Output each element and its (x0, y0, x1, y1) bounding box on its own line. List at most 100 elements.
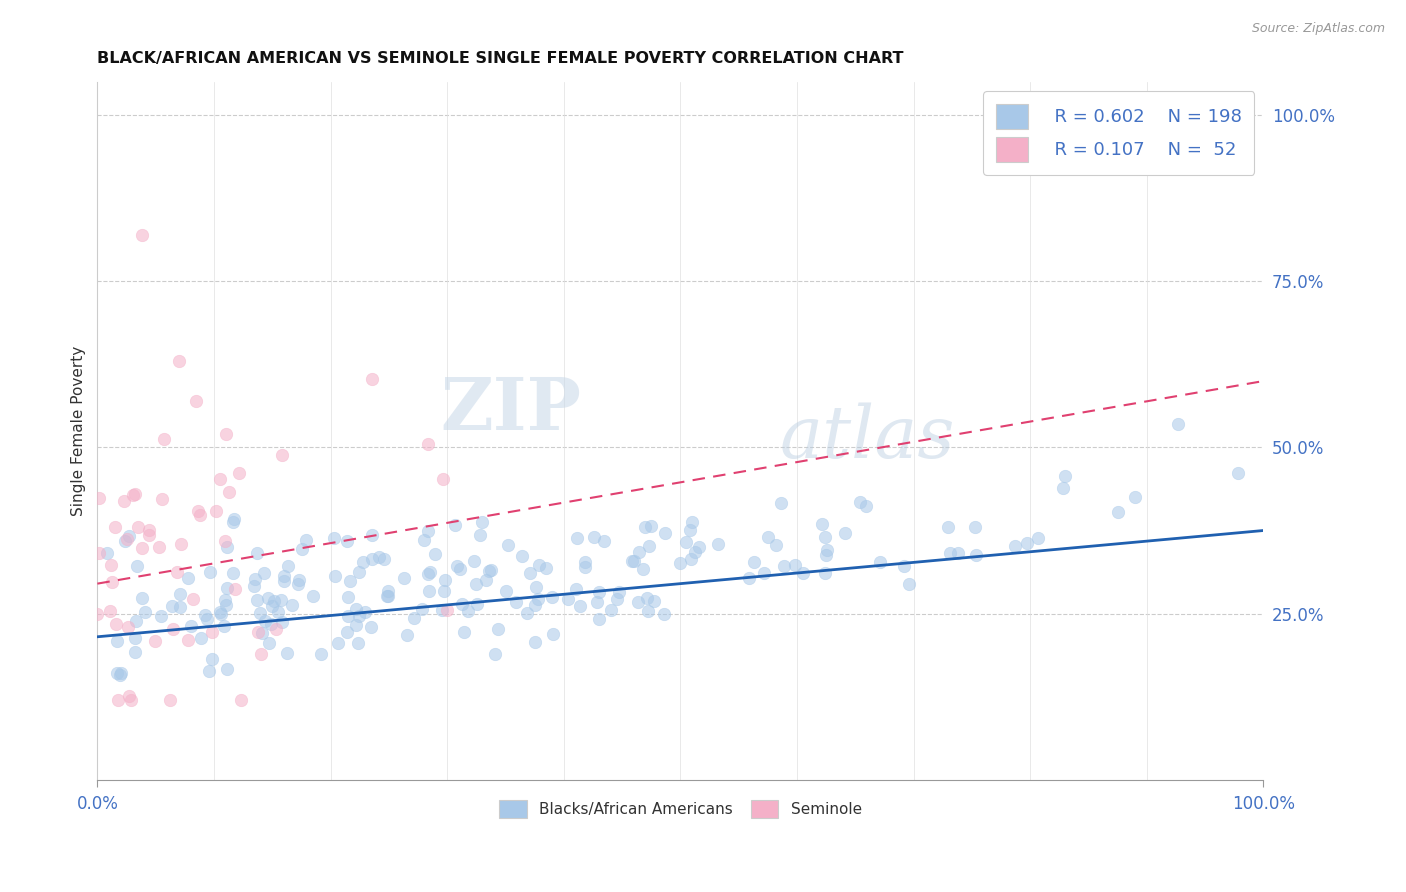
Point (243, 572, 266, 586)
Point (229, 693, 252, 707)
Point (373, 551, 395, 566)
Point (484, 648, 506, 662)
Point (270, 615, 292, 630)
Point (582, 530, 605, 544)
Point (756, 530, 779, 544)
Point (432, 584, 454, 599)
Point (742, 555, 765, 569)
Point (354, 605, 377, 619)
Point (634, 520, 657, 534)
Point (416, 524, 439, 538)
Point (939, 546, 962, 560)
Point (108, 668, 131, 682)
Point (336, 624, 359, 639)
Point (221, 566, 243, 580)
Point (118, 689, 141, 703)
Point (105, 633, 128, 648)
Point (588, 584, 610, 599)
Point (277, 558, 299, 573)
Point (186, 394, 208, 409)
Point (262, 599, 284, 614)
Point (190, 631, 212, 645)
Point (138, 523, 160, 537)
Point (98, 604, 121, 618)
Point (87, 546, 110, 560)
Point (394, 571, 416, 585)
Point (675, 535, 697, 549)
Point (218, 484, 240, 499)
Point (270, 592, 292, 607)
Point (159, 693, 181, 707)
Point (527, 558, 550, 572)
Point (869, 555, 891, 569)
Point (120, 693, 142, 707)
Point (765, 538, 787, 552)
Point (110, 666, 132, 681)
Point (339, 574, 361, 588)
Point (288, 573, 311, 587)
Point (281, 598, 304, 612)
Point (965, 519, 987, 533)
Point (811, 516, 834, 531)
Point (541, 590, 564, 604)
Point (773, 558, 796, 573)
Point (214, 593, 236, 607)
Point (588, 612, 610, 626)
Point (557, 592, 579, 607)
Point (215, 582, 238, 596)
Point (1017, 536, 1039, 550)
Text: atlas: atlas (779, 402, 955, 473)
Point (346, 602, 368, 616)
Point (453, 625, 475, 640)
Point (117, 620, 139, 634)
Point (640, 518, 662, 533)
Point (621, 554, 644, 568)
Point (291, 542, 314, 557)
Point (131, 591, 153, 605)
Point (510, 549, 533, 564)
Point (1125, 490, 1147, 504)
Point (131, 227, 153, 242)
Point (627, 544, 650, 558)
Text: BLACK/AFRICAN AMERICAN VS SEMINOLE SINGLE FEMALE POVERTY CORRELATION CHART: BLACK/AFRICAN AMERICAN VS SEMINOLE SINGL… (97, 51, 904, 66)
Point (1052, 481, 1074, 495)
Point (247, 624, 270, 639)
Point (295, 533, 318, 548)
Point (527, 592, 550, 607)
Point (681, 515, 703, 529)
Point (337, 590, 360, 604)
Point (224, 512, 246, 526)
Point (419, 565, 441, 579)
Point (143, 634, 166, 648)
Point (181, 591, 204, 606)
Point (347, 608, 370, 623)
Point (326, 636, 349, 650)
Point (124, 645, 146, 659)
Point (627, 595, 650, 609)
Point (169, 600, 191, 615)
Point (416, 437, 439, 451)
Point (125, 614, 148, 628)
Point (1054, 468, 1077, 483)
Point (815, 548, 838, 562)
Point (479, 563, 502, 577)
Point (523, 598, 546, 612)
Point (360, 620, 382, 634)
Point (849, 495, 872, 509)
Point (100, 558, 122, 572)
Point (792, 566, 814, 580)
Point (243, 579, 266, 593)
Point (433, 573, 456, 587)
Point (188, 508, 211, 522)
Point (607, 585, 630, 599)
Point (209, 472, 232, 486)
Point (679, 551, 702, 566)
Point (1167, 417, 1189, 432)
Point (138, 528, 160, 542)
Point (167, 354, 190, 368)
Point (309, 647, 332, 661)
Point (253, 566, 276, 580)
Point (259, 636, 281, 650)
Point (134, 605, 156, 619)
Point (100, 575, 122, 590)
